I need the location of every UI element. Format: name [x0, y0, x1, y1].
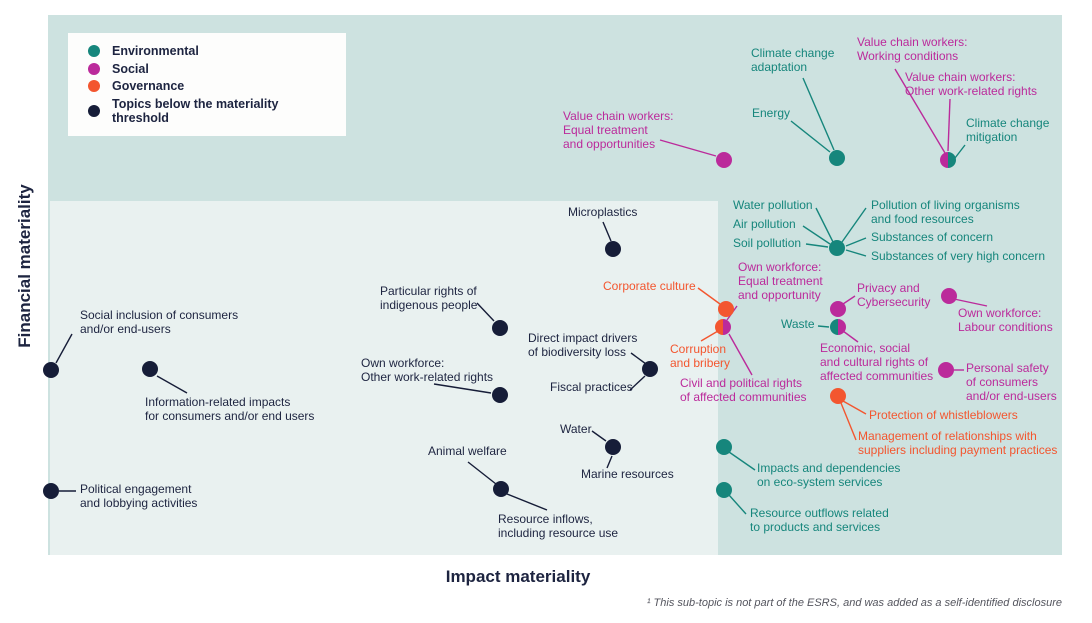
air-pollution-label: Air pollution: [733, 217, 796, 231]
legend-item: Governance: [88, 79, 336, 93]
dot-water-marine: [605, 439, 621, 455]
corruption-bribery-label: Corruption and bribery: [670, 342, 731, 370]
legend-item: Topics below the materiality threshold: [88, 97, 336, 125]
biodiversity-loss-label: Direct impact drivers of biodiversity los…: [528, 331, 638, 359]
climate-change-mitigation-label: Climate change mitigation: [966, 116, 1050, 144]
political-engagement-label: Political engagement and lobbying activit…: [80, 482, 198, 510]
economic-social-cultural-label: Economic, social and cultural rights of af…: [820, 341, 934, 383]
dot-information-impacts: [142, 361, 158, 377]
ow-equal-treatment-label: Own workforce: Equal treatment and opportu…: [738, 260, 823, 302]
waste-label: Waste: [781, 317, 815, 331]
dot-resource-outflows: [716, 482, 732, 498]
water-pollution-label: Water pollution: [733, 198, 813, 212]
soil-pollution-label: Soil pollution: [733, 236, 802, 250]
energy-label: Energy: [752, 106, 791, 120]
dot-climate-energy: [829, 150, 845, 166]
dot-impacts-ecosystem: [716, 439, 732, 455]
dot-animal-resource: [493, 481, 509, 497]
microplastics-label: Microplastics: [568, 205, 638, 219]
dot-ow-other-rights: [492, 387, 508, 403]
legend-item-label: Social: [112, 61, 149, 76]
civil-political-rights-label: Civil and political rights of affected co…: [680, 376, 807, 404]
privacy-cybersecurity-label: Privacy and Cybersecurity: [857, 281, 931, 309]
legend: Environmental Social Governance Topics belo…: [68, 33, 346, 136]
social-inclusion-label: Social inclusion of consumers and/or end-…: [80, 308, 239, 336]
social-dot-icon: [88, 62, 100, 75]
animal-welfare-label: Animal welfare: [428, 444, 507, 458]
x-axis-label: Impact materiality: [445, 567, 591, 586]
dot-political-engagement: [43, 483, 59, 499]
dot-microplastics: [605, 241, 621, 257]
dot-personal-safety: [938, 362, 954, 378]
legend-item: Environmental: [88, 44, 336, 58]
dot-whistleblowers-suppliers: [830, 388, 846, 404]
dot-corruption-civil-cluster: [715, 319, 731, 335]
governance-dot-icon: [88, 80, 100, 93]
information-impacts-label: Information-related impacts for consumers…: [145, 395, 315, 423]
dot-indigenous-rights: [492, 320, 508, 336]
supplier-relationships-label: Management of relationships with supplier…: [858, 429, 1058, 457]
marine-resources-label: Marine resources: [581, 467, 674, 481]
dot-pollution-cluster: [829, 240, 845, 256]
legend-item: Social: [88, 62, 336, 76]
dot-vcw-mitigation-cluster: [940, 152, 956, 168]
substances-of-concern-label: Substances of concern: [871, 230, 994, 244]
dot-vcw-equal-treatment: [716, 152, 732, 168]
dot-waste-econ-cluster: [830, 319, 846, 335]
vcw-other-rights-label: Value chain workers: Other work-related r…: [905, 70, 1038, 98]
footnote: ¹ This sub-topic is not part of the ESRS…: [646, 597, 1062, 609]
vcw-equal-treatment-label: Value chain workers: Equal treatment and o…: [563, 109, 674, 151]
resource-inflows-label: Resource inflows, including resource use: [498, 512, 619, 540]
environmental-dot-icon: [88, 44, 100, 57]
fiscal-practices-label: Fiscal practices: [550, 380, 633, 394]
dot-ow-labour-conditions: [941, 288, 957, 304]
substances-very-high-concern-label: Substances of very high concern: [871, 249, 1046, 263]
impacts-ecosystem-label: Impacts and dependencies on eco-system se…: [757, 461, 901, 489]
ow-other-rights-label: Own workforce: Other work-related rights: [361, 356, 494, 384]
ow-labour-conditions-label: Own workforce: Labour conditions: [958, 306, 1053, 334]
resource-outflows-label: Resource outflows related to products and…: [750, 506, 889, 534]
legend-item-label: Governance: [112, 79, 185, 94]
protection-whistleblowers-label: Protection of whistleblowers: [869, 408, 1018, 422]
indigenous-rights-label: Particular rights of indigenous people: [380, 284, 478, 312]
dot-corporate-culture: [718, 301, 734, 317]
y-axis-label: Financial materiality: [15, 184, 34, 348]
water-label: Water: [560, 422, 592, 436]
vcw-working-conditions-label: Value chain workers: Working conditions: [857, 35, 968, 63]
dot-privacy-cybersecurity: [830, 301, 846, 317]
climate-change-adaptation-label: Climate change adaptation: [751, 46, 835, 74]
pollution-living-organisms-label: Pollution of living organisms and food re…: [871, 198, 1020, 226]
corporate-culture-label: Corporate culture: [603, 279, 696, 293]
dot-biodiversity-fiscal: [642, 361, 658, 377]
below-threshold-dot-icon: [88, 105, 100, 118]
legend-item-label: Topics below the materiality threshold: [112, 97, 279, 126]
dot-social-inclusion: [43, 362, 59, 378]
personal-safety-label: Personal safety of consumers and/or end-us…: [966, 361, 1057, 403]
legend-item-label: Environmental: [112, 43, 199, 58]
